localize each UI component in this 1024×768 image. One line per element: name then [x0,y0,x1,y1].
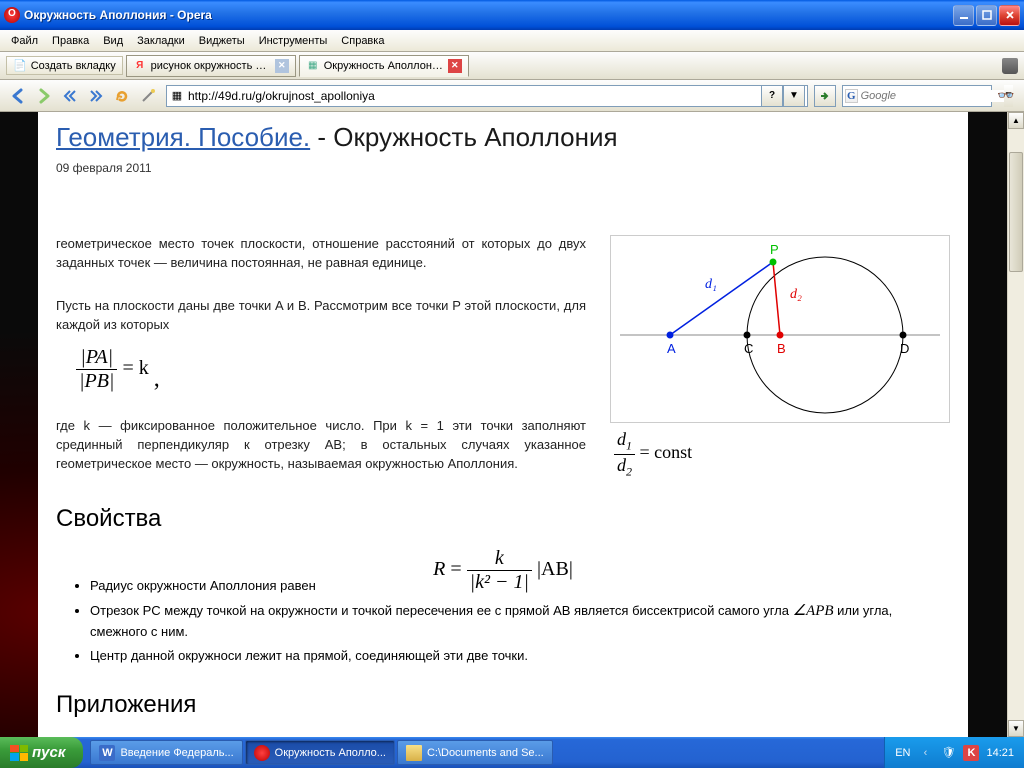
tab-0-label: рисунок окружность А... [151,60,271,72]
newtab-icon: 📄 [13,59,27,72]
svg-text:d₂: d₂ [790,287,802,302]
svg-text:A: A [667,341,676,356]
prop-item-3: Центр данной окружноси лежит на прямой, … [90,646,950,666]
app-item-1: Одно из решений задачи Брахмагупты основ… [90,733,950,737]
paragraph-3: где k — фиксированное положительное числ… [56,417,586,474]
tab-1[interactable]: ▦ Окружность Аполлония ✕ [299,55,469,77]
url-input[interactable] [188,89,761,103]
task-1-label: Окружность Аполло... [275,747,386,759]
url-site-icon: ▦ [169,88,185,104]
scroll-down-button[interactable]: ▼ [1008,720,1024,737]
url-bar[interactable]: ▦ ? ▼ [166,85,808,107]
start-label: пуск [32,744,65,761]
tray-expand-icon[interactable]: ‹ [917,745,933,761]
windows-logo-icon [10,745,28,761]
menu-bookmarks[interactable]: Закладки [130,33,192,49]
tray-shield-icon[interactable]: 🛡 [940,745,956,761]
yandex-icon: Я [133,59,147,73]
back-button[interactable] [6,84,30,108]
svg-text:P: P [770,242,779,257]
menu-widgets[interactable]: Виджеты [192,33,252,49]
task-0[interactable]: W Введение Федераль... [90,740,242,765]
page-heading: Геометрия. Пособие. - Окружность Аполлон… [56,122,950,153]
page-icon: ▦ [306,59,320,73]
nav-bar: ▦ ? ▼ G ▼ 👓 [0,80,1024,112]
formula-ratio: |PA||PB| = k , [76,346,586,393]
view-toggle-button[interactable]: 👓 [994,84,1018,108]
section-applications: Приложения [56,691,950,719]
applications-list: Одно из решений задачи Брахмагупты основ… [56,733,950,737]
scroll-thumb[interactable] [1009,152,1023,272]
taskbar: пуск W Введение Федераль... Окружность А… [0,737,1024,768]
svg-text:D: D [900,341,909,356]
url-help-button[interactable]: ? [761,85,783,107]
vertical-scrollbar[interactable]: ▲ ▼ [1007,112,1024,737]
page-title-link[interactable]: Геометрия. Пособие. [56,122,310,152]
task-2[interactable]: C:\Documents and Se... [397,740,553,765]
apollonius-diagram: d₁ d₂ A C B D P [610,235,950,423]
svg-text:C: C [744,341,753,356]
task-2-label: C:\Documents and Se... [427,747,544,759]
page-date: 09 февраля 2011 [56,161,950,175]
rewind-button[interactable] [58,84,82,108]
svg-text:d₁: d₁ [705,277,717,292]
tray-kaspersky-icon[interactable]: K [963,745,979,761]
content-area: Геометрия. Пособие. - Окружность Аполлон… [0,112,1024,737]
task-0-label: Введение Федераль... [120,747,233,759]
tab-bar: 📄 Создать вкладку Я рисунок окружность А… [0,52,1024,80]
menu-view[interactable]: Вид [96,33,130,49]
url-dropdown-button[interactable]: ▼ [783,85,805,107]
window-title: Окружность Аполлония - Opera [24,8,951,22]
menu-bar: Файл Правка Вид Закладки Виджеты Инструм… [0,30,1024,52]
search-input[interactable] [861,90,1004,102]
reload-button[interactable] [110,84,134,108]
menu-file[interactable]: Файл [4,33,45,49]
svg-text:B: B [777,341,786,356]
page-title-rest: - Окружность Аполлония [310,122,617,152]
clock[interactable]: 14:21 [986,747,1014,759]
start-button[interactable]: пуск [0,737,83,768]
tab-0[interactable]: Я рисунок окружность А... ✕ [126,55,296,77]
newtab-label: Создать вкладку [31,60,116,72]
fastforward-button[interactable] [84,84,108,108]
window-titlebar: Окружность Аполлония - Opera [0,0,1024,30]
word-icon: W [99,745,115,761]
menu-tools[interactable]: Инструменты [252,33,335,49]
wand-button[interactable] [136,84,160,108]
tab-0-close[interactable]: ✕ [275,59,289,73]
tab-1-label: Окружность Аполлония [324,60,444,72]
page-content: Геометрия. Пособие. - Окружность Аполлон… [38,112,968,737]
prop-item-2: Отрезок PC между точкой на окружности и … [90,600,950,642]
diagram-svg: d₁ d₂ A C B D P [615,240,945,415]
paragraph-1: геометрическое место точек плоскости, от… [56,235,586,273]
scroll-up-button[interactable]: ▲ [1008,112,1024,129]
maximize-button[interactable] [976,5,997,26]
trash-icon[interactable] [1002,58,1018,74]
minimize-button[interactable] [953,5,974,26]
folder-icon [406,745,422,761]
system-tray: EN ‹ 🛡 K 14:21 [884,737,1024,768]
new-tab-button[interactable]: 📄 Создать вкладку [6,56,123,75]
menu-help[interactable]: Справка [334,33,391,49]
section-properties: Свойства [56,505,950,533]
tab-1-close[interactable]: ✕ [448,59,462,73]
paragraph-2: Пусть на плоскости даны две точки A и B.… [56,297,586,335]
go-button[interactable] [814,85,836,107]
close-button[interactable] [999,5,1020,26]
task-1[interactable]: Окружность Аполло... [245,740,395,765]
opera-task-icon [254,745,270,761]
lang-indicator[interactable]: EN [895,747,910,759]
google-icon: G [845,89,858,103]
forward-button[interactable] [32,84,56,108]
search-bar[interactable]: G ▼ [842,85,992,107]
opera-icon [4,7,20,23]
menu-edit[interactable]: Правка [45,33,96,49]
diagram-caption: d1d2 = const [610,429,950,479]
